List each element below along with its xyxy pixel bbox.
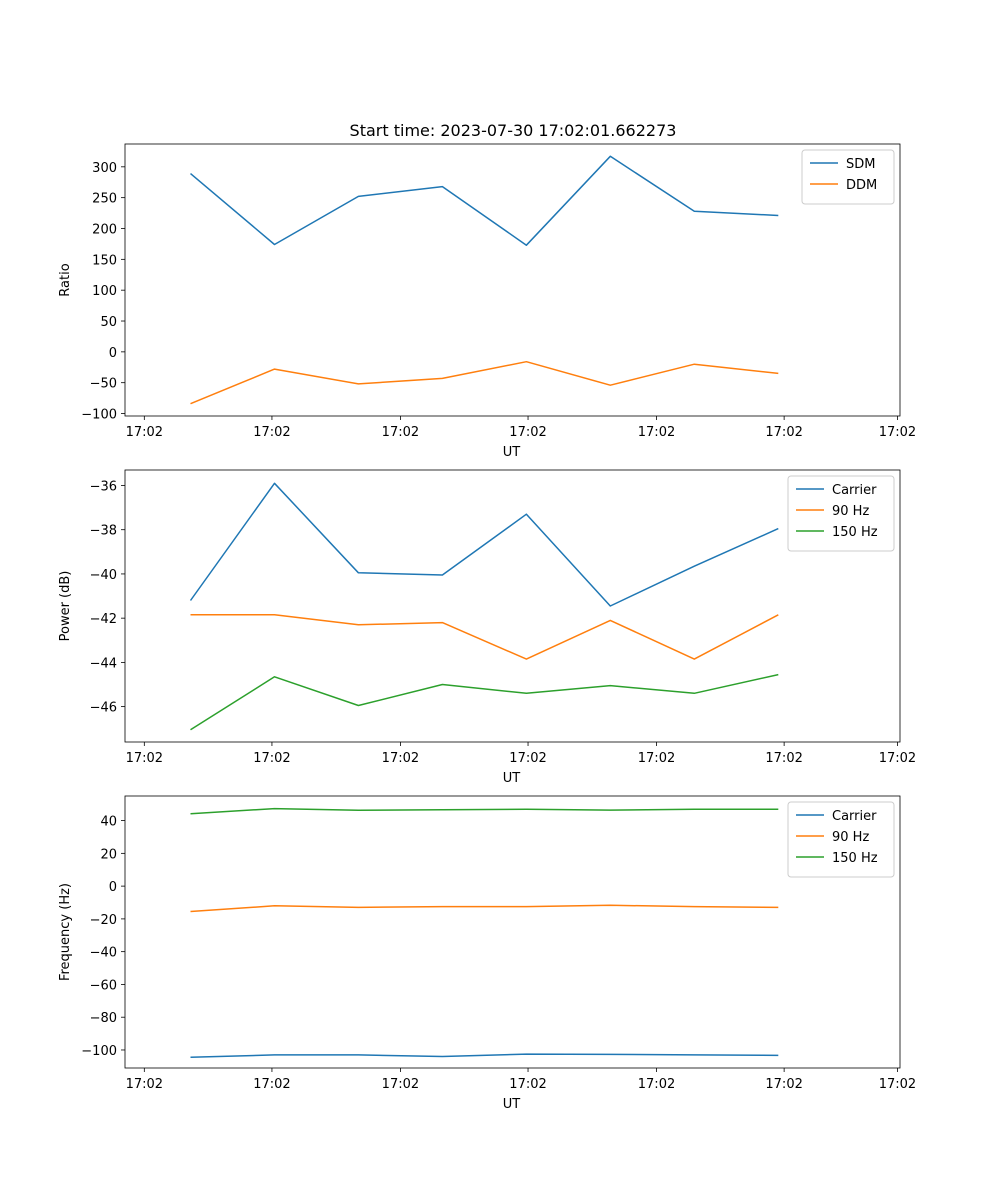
y-tick-label: −46 — [90, 701, 117, 716]
y-tick-label: 300 — [92, 161, 117, 176]
x-tick-label: 17:02 — [765, 425, 802, 440]
legend-label: 90 Hz — [832, 504, 869, 519]
figure-title: Start time: 2023-07-30 17:02:01.662273 — [350, 121, 677, 140]
y-tick-label: −44 — [90, 656, 117, 671]
x-tick-label: 17:02 — [879, 425, 916, 440]
y-tick-label: −80 — [90, 1011, 117, 1026]
y-tick-label: 150 — [92, 253, 117, 268]
axes-frame — [124, 469, 901, 743]
x-tick-label: 17:02 — [126, 425, 163, 440]
y-axis-label: Power (dB) — [58, 571, 73, 642]
chart-panel-2: 17:02 17:02 17:02 17:02 17:02 17:02 17:02 −46 −4… — [58, 469, 916, 786]
y-axis-label: Frequency (Hz) — [58, 883, 73, 981]
series-lines — [190, 807, 779, 1059]
y-tick-label: −100 — [81, 408, 117, 423]
series-line-90-hz — [190, 614, 779, 660]
y-tick-label: −38 — [90, 524, 117, 539]
x-tick-label: 17:02 — [879, 1077, 916, 1092]
legend-label: Carrier — [832, 809, 877, 824]
y-tick-label: 50 — [100, 315, 117, 330]
x-tick-label: 17:02 — [126, 1077, 163, 1092]
y-tick-label: 20 — [100, 847, 117, 862]
x-tick-label: 17:02 — [638, 751, 675, 766]
x-tick-label: 17:02 — [253, 751, 290, 766]
x-tick-label: 17:02 — [509, 751, 546, 766]
y-tick-label: −40 — [90, 568, 117, 583]
y-tick-label: 0 — [109, 880, 117, 895]
y-tick-label: −20 — [90, 913, 117, 928]
legend: Carrier 90 Hz 150 Hz — [787, 475, 895, 552]
y-axis-label: Ratio — [58, 263, 73, 296]
axes-frame — [124, 143, 901, 417]
legend-label: 150 Hz — [832, 525, 878, 540]
y-tick-label: 200 — [92, 222, 117, 237]
y-tick-label: 40 — [100, 815, 117, 830]
y-tick-label: −100 — [81, 1044, 117, 1059]
x-axis-label: UT — [503, 445, 521, 460]
series-line-150-hz — [190, 807, 779, 815]
x-tick-label: 17:02 — [879, 751, 916, 766]
series-line-ddm — [190, 360, 779, 405]
x-tick-label: 17:02 — [509, 425, 546, 440]
legend: Carrier 90 Hz 150 Hz — [787, 801, 895, 878]
x-tick-label: 17:02 — [253, 1077, 290, 1092]
legend: SDM DDM — [801, 149, 895, 205]
x-tick-label: 17:02 — [126, 751, 163, 766]
x-tick-label: 17:02 — [765, 751, 802, 766]
x-tick-label: 17:02 — [382, 751, 419, 766]
y-tick-label: 0 — [109, 346, 117, 361]
series-line-90-hz — [190, 904, 779, 913]
x-axis-label: UT — [503, 771, 521, 786]
y-tick-label: −60 — [90, 978, 117, 993]
chart-panel-1: 17:02 17:02 17:02 17:02 17:02 17:02 17:02 −100 −… — [58, 143, 916, 460]
x-tick-label: 17:02 — [253, 425, 290, 440]
legend-label: DDM — [846, 178, 877, 193]
y-tick-label: −42 — [90, 612, 117, 627]
y-tick-label: −40 — [90, 946, 117, 961]
x-tick-label: 17:02 — [638, 425, 675, 440]
x-tick-label: 17:02 — [382, 425, 419, 440]
legend-box — [787, 801, 895, 878]
x-tick-label: 17:02 — [382, 1077, 419, 1092]
series-line-carrier — [189, 482, 779, 607]
y-tick-label: −36 — [90, 479, 117, 494]
legend-label: Carrier — [832, 483, 877, 498]
chart-panel-3: 17:02 17:02 17:02 17:02 17:02 17:02 17:02 −100 −… — [58, 795, 916, 1112]
x-tick-label: 17:02 — [638, 1077, 675, 1092]
series-line-carrier — [190, 1053, 779, 1059]
x-axis-label: UT — [503, 1097, 521, 1112]
y-tick-label: 250 — [92, 192, 117, 207]
x-tick-label: 17:02 — [765, 1077, 802, 1092]
legend-label: 90 Hz — [832, 830, 869, 845]
series-lines — [189, 482, 779, 731]
y-tick-label: 100 — [92, 284, 117, 299]
legend-box — [787, 475, 895, 552]
legend-label: SDM — [846, 157, 875, 172]
series-line-sdm — [190, 155, 779, 246]
axes-frame — [124, 795, 901, 1069]
series-line-150-hz — [190, 673, 779, 731]
y-tick-label: −50 — [90, 377, 117, 392]
legend-label: 150 Hz — [832, 851, 878, 866]
series-lines — [190, 155, 779, 405]
x-tick-label: 17:02 — [509, 1077, 546, 1092]
panels: 17:02 17:02 17:02 17:02 17:02 17:02 17:02 −100 −… — [58, 143, 916, 1112]
